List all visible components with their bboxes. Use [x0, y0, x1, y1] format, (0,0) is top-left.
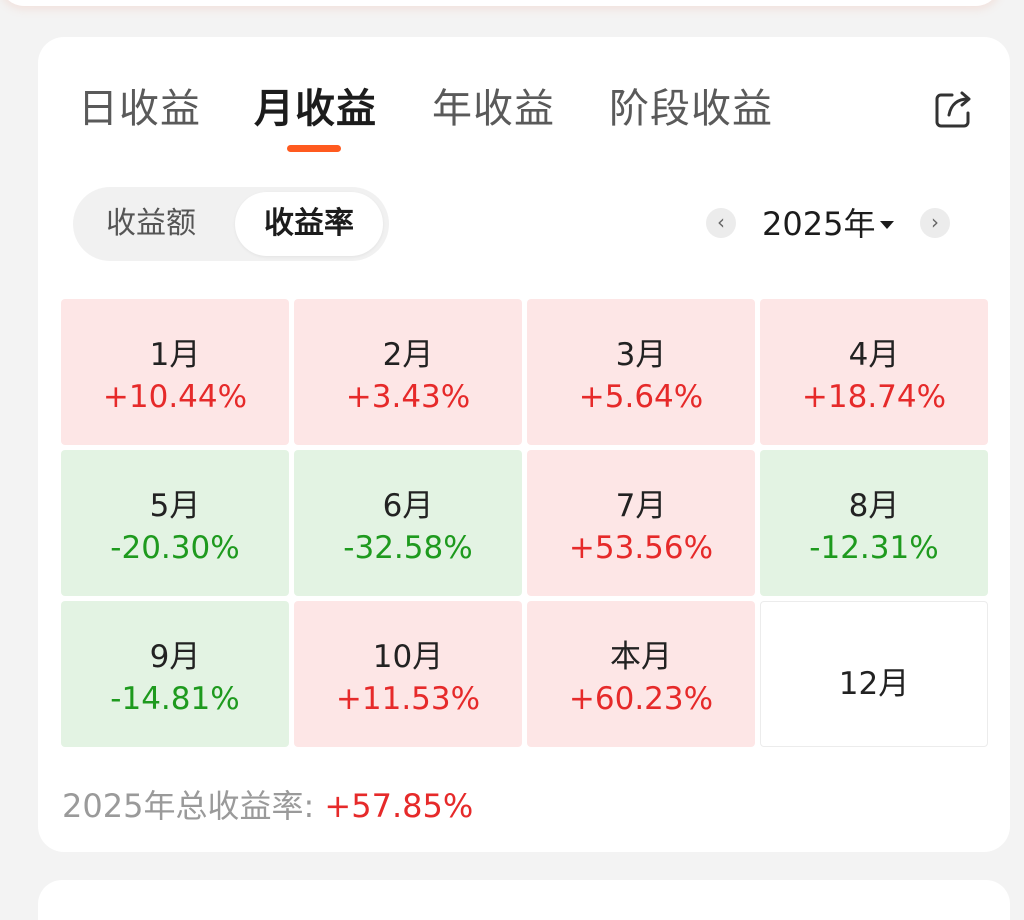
month-return: +60.23%: [568, 681, 714, 717]
month-cell-9[interactable]: 9月 -14.81%: [61, 601, 289, 747]
month-return: +53.56%: [568, 530, 714, 566]
value-type-toggle: 收益额 收益率: [73, 187, 389, 261]
tab-daily[interactable]: 日收益: [78, 86, 201, 132]
year-dropdown[interactable]: 2025年: [762, 205, 876, 243]
month-return: +5.64%: [578, 379, 704, 415]
next-year-button[interactable]: ›: [920, 208, 950, 238]
month-label: 6月: [382, 488, 434, 524]
month-cell-7[interactable]: 7月 +53.56%: [527, 450, 755, 596]
month-cell-2[interactable]: 2月 +3.43%: [294, 299, 522, 445]
annual-total: 2025年总收益率: +57.85%: [62, 781, 473, 827]
month-cell-1[interactable]: 1月 +10.44%: [61, 299, 289, 445]
annual-total-value: +57.85%: [324, 787, 474, 825]
month-cell-6[interactable]: 6月 -32.58%: [294, 450, 522, 596]
month-cell-12[interactable]: 12月: [760, 601, 988, 747]
chevron-down-icon: [880, 221, 894, 229]
rate-option[interactable]: 收益率: [235, 192, 383, 256]
month-label: 3月: [615, 337, 667, 373]
month-label: 9月: [149, 639, 201, 675]
return-period-tabs: 日收益 月收益 年收益 阶段收益: [38, 37, 1010, 187]
month-label: 10月: [372, 639, 444, 675]
month-cell-10[interactable]: 10月 +11.53%: [294, 601, 522, 747]
month-label: 2月: [382, 337, 434, 373]
annual-total-label: 2025年总收益率:: [62, 787, 325, 825]
month-label: 本月: [610, 639, 672, 675]
month-return: -14.81%: [110, 681, 240, 717]
month-label: 4月: [848, 337, 900, 373]
month-cell-4[interactable]: 4月 +18.74%: [760, 299, 988, 445]
tab-yearly[interactable]: 年收益: [432, 86, 555, 132]
month-return: +10.44%: [102, 379, 248, 415]
month-return: -20.30%: [110, 530, 240, 566]
month-cell-5[interactable]: 5月 -20.30%: [61, 450, 289, 596]
tab-period[interactable]: 阶段收益: [609, 86, 773, 132]
amount-option[interactable]: 收益额: [106, 206, 196, 241]
month-cell-8[interactable]: 8月 -12.31%: [760, 450, 988, 596]
month-label: 7月: [615, 488, 667, 524]
month-label: 5月: [149, 488, 201, 524]
month-return: +11.53%: [335, 681, 481, 717]
previous-card: [0, 0, 1000, 6]
month-label: 8月: [848, 488, 900, 524]
next-card: [38, 880, 1010, 920]
prev-year-button[interactable]: ‹: [706, 208, 736, 238]
monthly-returns-card: 日收益 月收益 年收益 阶段收益 收益额 收益率 ‹ 2025年 › 1月 +1…: [38, 37, 1010, 852]
month-cell-current[interactable]: 本月 +60.23%: [527, 601, 755, 747]
month-label: 1月: [149, 337, 201, 373]
month-return: +3.43%: [345, 379, 471, 415]
share-icon[interactable]: [932, 87, 976, 131]
active-tab-indicator: [287, 145, 341, 152]
month-return: -12.31%: [809, 530, 939, 566]
month-cell-3[interactable]: 3月 +5.64%: [527, 299, 755, 445]
year-selector: ‹ 2025年 ›: [706, 203, 956, 245]
month-return: -32.58%: [343, 530, 473, 566]
tab-monthly[interactable]: 月收益: [254, 86, 377, 132]
month-label: 12月: [838, 666, 910, 702]
month-return: +18.74%: [801, 379, 947, 415]
